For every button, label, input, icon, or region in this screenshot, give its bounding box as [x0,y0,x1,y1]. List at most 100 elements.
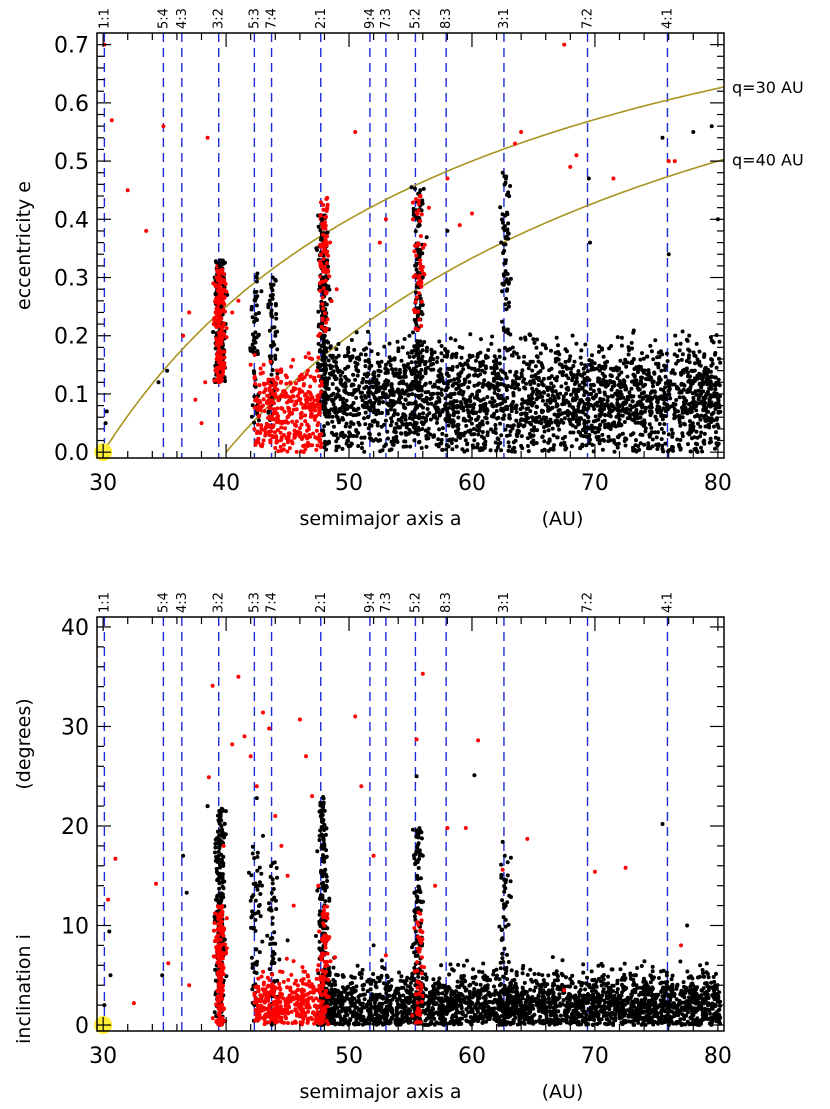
scatter-point [691,130,696,134]
scatter-point [657,355,662,359]
scatter-point [660,443,665,448]
scatter-point [446,423,451,428]
scatter-point [418,234,423,239]
scatter-point [552,395,557,400]
scatter-point [493,426,498,431]
scatter-point [684,368,689,372]
scatter-point [499,368,503,373]
scatter-point [634,410,639,414]
scatter-point [367,407,372,412]
scatter-point [595,403,600,408]
scatter-point [619,370,624,375]
scatter-point [485,408,490,413]
scatter-point [297,374,302,379]
scatter-point [509,403,513,408]
scatter-point [519,371,524,376]
scatter-point [418,403,423,408]
scatter-point [350,382,355,387]
scatter-point [125,188,130,193]
scatter-point [369,423,374,428]
resonance-label: 1:1 [97,592,112,613]
scatter-point [454,351,459,356]
scatter-point [647,373,652,378]
scatter-point [431,367,436,372]
scatter-cloud [102,671,723,1027]
scatter-point [397,380,402,385]
scatter-point [297,390,302,395]
scatter-point [420,275,425,280]
scatter-point [525,401,530,406]
scatter-point [453,429,458,434]
scatter-point [546,376,551,381]
scatter-point [643,426,648,431]
scatter-point [709,124,714,129]
scatter-point [596,379,600,384]
resonance-label: 5:4 [156,592,171,613]
scatter-point [678,446,683,451]
scatter-point [322,441,327,446]
scatter-point [404,388,409,393]
scatter-point [665,359,670,364]
scatter-point [346,438,351,443]
scatter-point [553,389,558,394]
scatter-point [285,400,289,405]
scatter-point [269,308,274,313]
scatter-point [490,334,495,339]
scatter-point [354,434,359,439]
x-tick-label: 30 [89,471,117,496]
scatter-point [714,365,719,370]
scatter-point [662,397,666,402]
scatter-point [470,392,475,397]
scatter-point [486,348,491,352]
scatter-point [617,417,622,422]
scatter-point [321,306,326,311]
scatter-point [452,377,457,382]
scatter-point [347,392,351,396]
scatter-point [427,411,432,416]
scatter-point [284,375,289,380]
scatter-point [213,282,217,287]
scatter-point [615,335,620,340]
scatter-point [450,367,455,372]
scatter-point [531,428,536,433]
scatter-point [274,434,279,439]
scatter-point [374,398,379,403]
scatter-point [334,376,339,381]
scatter-point [414,364,419,369]
scatter-point [318,213,323,218]
scatter-point [597,368,602,373]
scatter-point [532,380,537,385]
scatter-point [294,449,299,454]
scatter-point [279,425,284,430]
scatter-point [659,413,664,418]
scatter-point [496,388,501,393]
scatter-point [669,370,674,375]
scatter-point [321,279,326,284]
scatter-point [274,440,279,445]
scatter-point [655,400,660,405]
scatter-point [713,352,717,357]
scatter-point [411,217,415,222]
scatter-point [642,390,646,395]
scatter-point [285,440,290,445]
scatter-point [691,406,696,410]
scatter-point [498,966,503,971]
scatter-point [462,377,467,382]
scatter-point [417,291,421,296]
scatter-point [426,401,431,406]
scatter-point [324,302,329,307]
scatter-point [354,413,359,417]
scatter-point [608,366,613,371]
scatter-point [625,1008,630,1013]
scatter-point [628,408,633,412]
scatter-point [509,353,514,358]
scatter-point [279,438,283,443]
scatter-point [633,416,638,421]
scatter-point [322,348,327,353]
scatter-point [403,439,408,444]
scatter-point [372,418,377,423]
scatter-point [419,212,424,217]
scatter-point [104,409,109,414]
resonance-label: 4:3 [175,8,190,29]
scatter-point [275,347,280,352]
